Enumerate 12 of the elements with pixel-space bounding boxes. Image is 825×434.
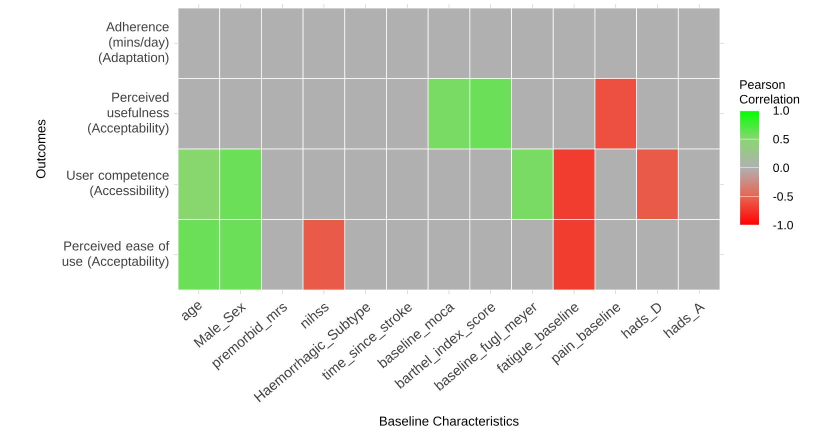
color-bar-label: 0.0 [773,164,789,172]
color-bar-label: 0.5 [773,134,789,144]
y-axis-title: Outcomes [36,120,46,178]
y-tick-label: Adherence (mins/day) (Adaptation) [98,22,169,65]
y-tick-label: Perceived usefulness (Acceptability) [88,92,169,136]
color-bar-label: -0.5 [773,192,793,201]
color-bar-label: 1.0 [774,106,789,115]
color-bar-title: Pearson Correlation [740,80,800,104]
color-bar-label: -1.0 [773,220,793,230]
x-axis-title: Baseline Characteristics [380,416,519,426]
y-tick-label: Perceived ease of use (Acceptability) [62,240,170,268]
y-tick-label: User competence (Accessibility) [67,170,169,198]
